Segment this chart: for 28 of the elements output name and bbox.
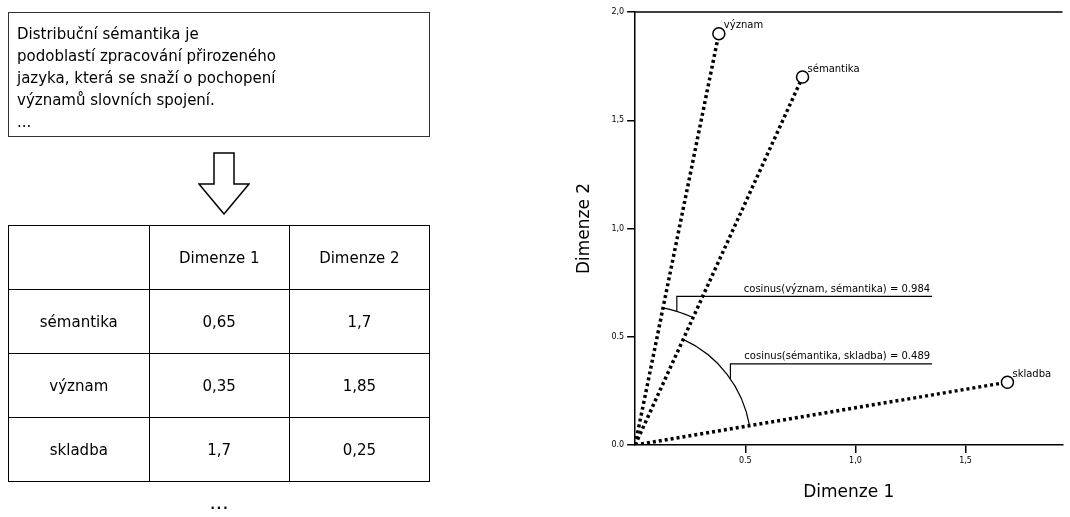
series-label: význam — [723, 19, 764, 31]
category-label: skladba — [49, 440, 108, 459]
text: 0,35 — [202, 376, 236, 395]
y-tick-label: 0.0 — [611, 440, 625, 450]
x-tick-label: 1,0 — [849, 455, 862, 465]
category-label: význam — [49, 376, 109, 395]
text: ... — [208, 490, 230, 514]
annotation: cosinus(sémantika, skladba) = 0.489 — [744, 350, 931, 362]
y-tick-label: 0.5 — [611, 331, 625, 341]
y-tick-label: 2,0 — [611, 7, 625, 17]
y-tick-label: 1,5 — [611, 115, 625, 125]
text: 1,7 — [347, 312, 372, 331]
series-label: skladba — [1012, 367, 1052, 379]
y-tick-label: 1,0 — [611, 223, 625, 233]
category-label: Dimenze 2 — [289, 225, 430, 290]
text: 1,85 — [342, 376, 377, 395]
x-tick-label: 1,5 — [959, 455, 972, 465]
category-label: Dimenze 1 — [149, 225, 290, 290]
x-tick-label: 0.5 — [738, 455, 752, 465]
series-label: sémantika — [807, 62, 860, 74]
annotation: cosinus(význam, sémantika) = 0.984 — [743, 282, 931, 294]
text: 0,25 — [342, 440, 377, 459]
x-axis-title: Dimenze 1 — [803, 481, 895, 502]
category-label: sémantika — [39, 312, 118, 331]
y-axis-title: Dimenze 2 — [572, 182, 593, 275]
text: Distribuční sémantika je podoblastí zpracování přirozeného jazyka, která se snaží o pochopení významů slovních spojení. ... — [8, 12, 430, 137]
text: 1,7 — [207, 440, 232, 459]
text: 0,65 — [202, 312, 236, 331]
